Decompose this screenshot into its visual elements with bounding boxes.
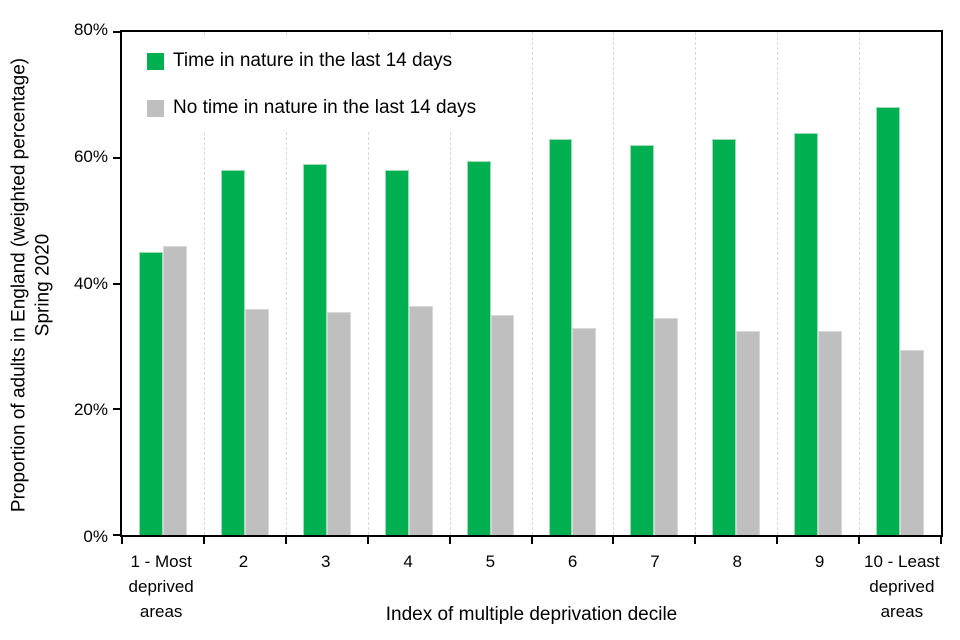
- legend-label: Time in nature in the last 14 days: [173, 50, 453, 71]
- bar-time-in-nature-decile-4: [384, 170, 409, 535]
- y-tick-label: 20%: [73, 400, 108, 420]
- x-tick-label: 3: [321, 552, 331, 571]
- bar-no-time-in-nature-decile-5: [490, 314, 515, 535]
- x-axis-tick: [366, 537, 369, 544]
- bar-time-in-nature-decile-2: [220, 170, 245, 535]
- y-tick-label: 40%: [73, 273, 108, 293]
- x-tick-label: 9: [814, 552, 825, 571]
- x-tick-label: 2: [238, 552, 249, 571]
- bar-time-in-nature-decile-3: [302, 164, 327, 535]
- y-axis-tick: [113, 156, 122, 159]
- legend-item: No time in nature in the last 14 days: [147, 97, 476, 119]
- x-axis-tick: [121, 537, 123, 544]
- x-axis-tick: [858, 537, 861, 544]
- bar-no-time-in-nature-decile-6: [572, 327, 597, 535]
- legend-swatch-gray: [147, 99, 164, 117]
- y-axis-tick: [113, 282, 122, 285]
- y-tick-label: 80%: [73, 20, 108, 39]
- bar-no-time-in-nature-decile-1: [162, 245, 187, 535]
- bar-no-time-in-nature-decile-3: [326, 311, 351, 535]
- bar-time-in-nature-decile-5: [466, 160, 491, 535]
- gridline: [367, 32, 369, 535]
- gridline: [859, 32, 861, 535]
- gridline: [695, 32, 697, 535]
- x-axis-tick: [776, 537, 779, 544]
- x-tick-label: 1 - Most deprived areas: [128, 552, 194, 621]
- x-axis-tick-labels: 1 - Most deprived areas 2 3 4 5 6 7 8 9 10 - Leas…: [120, 549, 943, 629]
- legend-item: Time in nature in the last 14 days: [147, 50, 476, 72]
- y-tick-label: 60%: [73, 146, 108, 166]
- x-tick-label: 10 - Least deprived areas: [864, 552, 940, 621]
- x-axis-tick: [284, 537, 287, 544]
- gridline: [285, 32, 287, 535]
- x-axis-tick: [940, 537, 942, 544]
- legend-swatch-green: [147, 52, 164, 70]
- y-axis-tick: [113, 31, 122, 33]
- x-axis-title: Index of multiple deprivation decile: [385, 604, 678, 625]
- x-axis-tick: [612, 537, 615, 544]
- gridline: [777, 32, 779, 535]
- gridline: [613, 32, 615, 535]
- bar-time-in-nature-decile-6: [548, 138, 573, 535]
- bar-no-time-in-nature-decile-2: [244, 308, 269, 535]
- x-tick-label: 5: [485, 552, 496, 571]
- gridline: [531, 32, 533, 535]
- bar-time-in-nature-decile-8: [712, 138, 737, 535]
- x-tick-label: 4: [403, 552, 413, 571]
- x-axis-tick: [530, 537, 533, 544]
- bar-no-time-in-nature-decile-10: [900, 349, 924, 535]
- gridline: [449, 32, 451, 535]
- gridline: [203, 32, 205, 535]
- bar-time-in-nature-decile-10: [876, 107, 901, 535]
- bar-no-time-in-nature-decile-7: [654, 318, 679, 535]
- bar-time-in-nature-decile-9: [794, 132, 819, 535]
- x-tick-label: 8: [732, 552, 742, 571]
- bar-time-in-nature-decile-7: [630, 145, 655, 535]
- x-tick-label: 7: [650, 552, 660, 571]
- y-axis-tick-labels: 0% 20% 40% 60% 80%: [28, 20, 108, 546]
- y-axis-tick: [113, 534, 122, 536]
- plot-area: [113, 30, 943, 544]
- legend-label: No time in nature in the last 14 days: [173, 97, 477, 118]
- y-tick-label: 0%: [83, 527, 108, 546]
- bar-no-time-in-nature-decile-8: [736, 330, 761, 535]
- bar-no-time-in-nature-decile-9: [818, 330, 843, 535]
- x-axis-tick: [694, 537, 697, 544]
- x-tick-label: 6: [567, 552, 578, 571]
- bar-no-time-in-nature-decile-4: [408, 305, 433, 535]
- x-axis-tick: [202, 537, 205, 544]
- y-axis-tick: [113, 408, 122, 411]
- x-axis-tick: [448, 537, 451, 544]
- bar-time-in-nature-decile-1: [139, 252, 163, 535]
- legend: Time in nature in the last 14 days No ti…: [133, 38, 493, 131]
